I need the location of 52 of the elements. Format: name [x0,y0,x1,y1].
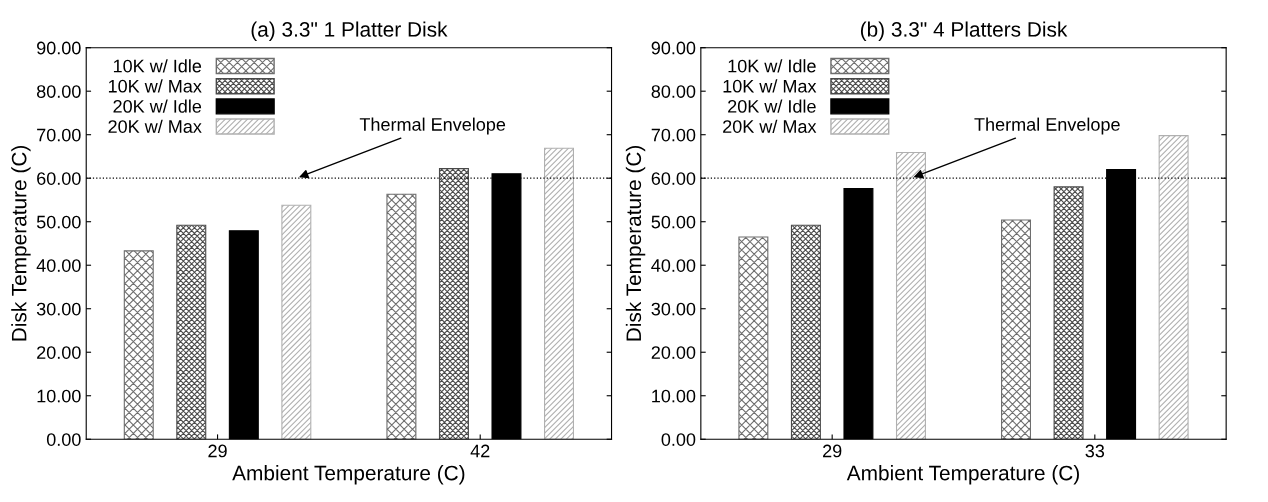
y-tick-label: 50.00 [36,215,81,229]
y-tick-label: 10.00 [37,389,81,403]
y-tick-label: 20.00 [37,346,81,359]
y-tick-label: 70.00 [37,128,81,142]
bar [123,250,154,440]
x-tick-label: 42 [470,444,490,458]
y-tick-label: 70.00 [651,128,696,142]
legend-label: 10K w/ Max [723,79,817,93]
legend-label: 10K w/ Idle [113,59,202,73]
bar [386,193,417,440]
bar [1158,135,1189,440]
legend-label: 10K w/ Max [108,79,202,93]
y-tick-label: 10.00 [652,389,696,403]
legend-label: 10K w/ Idle [728,59,816,73]
chart-title: (b) 3.3" 4 Platters Disk [860,21,1068,41]
x-axis-title: Ambient Temperature (C) [846,465,1079,485]
bar [738,236,769,440]
y-axis-title: Disk Temperature (C) [11,145,31,341]
y-tick-label: 60.00 [37,172,81,185]
y-tick-label: 30.00 [36,302,81,316]
y-tick-label: 40.00 [36,259,81,272]
y-tick-label: 90.00 [37,41,81,55]
bar [544,147,575,440]
ref-line-label: Thermal Envelope [359,117,506,135]
bar [790,224,821,440]
bar [438,168,469,440]
bar [281,204,312,440]
bar [1053,186,1084,440]
y-tick-label: 30.00 [651,302,696,316]
y-tick-label: 20.00 [651,346,696,359]
y-tick-label: 0.00 [661,433,696,446]
y-tick-label: 0.00 [46,433,81,446]
bar [895,151,926,440]
y-tick-label: 80.00 [36,85,81,98]
x-tick-label: 29 [208,444,227,458]
legend-label: 20K w/ Max [108,119,202,133]
legend-label: 20K w/ Idle [728,99,816,113]
legend-label: 20K w/ Idle [113,99,202,113]
y-tick-label: 40.00 [651,259,696,272]
x-tick-label: 33 [1085,444,1105,458]
y-axis-title: Disk Temperature (C) [625,145,646,341]
y-tick-label: 50.00 [651,215,696,229]
bar [176,224,207,440]
x-tick-label: 29 [823,444,842,458]
bar [1001,219,1032,440]
y-tick-label: 80.00 [651,85,696,98]
legend-label: 20K w/ Max [723,119,817,133]
chart-title: (a) 3.3" 1 Platter Disk [251,21,448,41]
y-tick-label: 60.00 [651,172,696,185]
ref-line-label: Thermal Envelope [974,117,1120,135]
x-axis-title: Ambient Temperature (C) [232,465,465,485]
y-tick-label: 90.00 [651,41,696,55]
